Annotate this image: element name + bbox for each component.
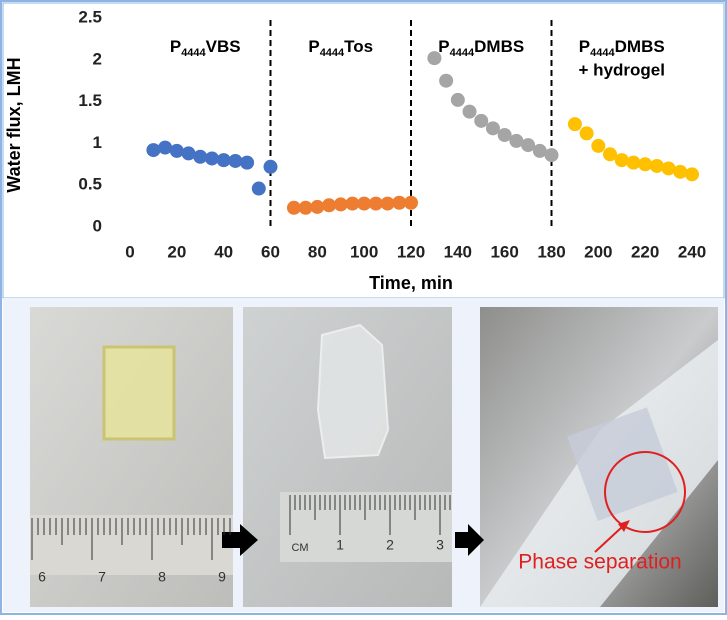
ruler-label: 9 bbox=[218, 569, 226, 585]
ruler-label: 2 bbox=[386, 537, 394, 553]
point bbox=[193, 150, 207, 164]
ruler-label: 1 bbox=[336, 537, 344, 553]
point bbox=[474, 114, 488, 128]
y-tick-label: 2 bbox=[93, 49, 102, 68]
x-tick-label: 140 bbox=[444, 242, 472, 261]
point bbox=[146, 143, 160, 157]
point bbox=[591, 139, 605, 153]
point bbox=[626, 156, 640, 170]
x-tick-label: 200 bbox=[584, 242, 612, 261]
callout: Phase separation bbox=[518, 551, 681, 574]
photo-3: Phase separation bbox=[480, 307, 718, 607]
point bbox=[486, 121, 500, 135]
annotation-part: VBS bbox=[206, 37, 241, 56]
photo-1 bbox=[30, 307, 233, 607]
point bbox=[252, 182, 266, 196]
point bbox=[451, 93, 465, 107]
point bbox=[427, 51, 441, 65]
x-tick-label: 60 bbox=[261, 242, 280, 261]
annotation-part: 4444 bbox=[450, 47, 475, 59]
annotation-part: DMBS bbox=[474, 37, 524, 56]
x-tick-label: 240 bbox=[678, 242, 706, 261]
x-tick-label: 20 bbox=[167, 242, 186, 261]
annotation-part: P bbox=[170, 37, 181, 56]
point bbox=[205, 151, 219, 165]
ruler-label: 8 bbox=[158, 569, 166, 585]
point bbox=[673, 165, 687, 179]
annotation-part: 4444 bbox=[181, 47, 206, 59]
point bbox=[228, 154, 242, 168]
annotation: P4444VBS bbox=[170, 37, 241, 58]
point bbox=[404, 196, 418, 210]
point bbox=[545, 148, 559, 162]
photo-2 bbox=[243, 307, 452, 607]
x-tick-label: 180 bbox=[537, 242, 565, 261]
x-tick-label: 220 bbox=[631, 242, 659, 261]
x-tick-label: 120 bbox=[397, 242, 425, 261]
annotation-part: P bbox=[579, 37, 590, 56]
y-tick-label: 2.5 bbox=[78, 7, 102, 26]
x-tick-label: 80 bbox=[308, 242, 327, 261]
figure: Phase separation Water flux, LMH Time, m… bbox=[0, 0, 727, 615]
annotation-part: 4444 bbox=[320, 47, 345, 59]
point bbox=[463, 105, 477, 119]
y-tick-label: 0 bbox=[93, 216, 102, 235]
x-tick-label: 40 bbox=[214, 242, 233, 261]
annotation: + hydrogel bbox=[579, 60, 665, 79]
annotation-part: Tos bbox=[344, 37, 373, 56]
x-tick-label: 100 bbox=[350, 242, 378, 261]
ruler-label: 3 bbox=[436, 537, 444, 553]
annotation-part: 4444 bbox=[590, 47, 615, 59]
point bbox=[264, 160, 278, 174]
point bbox=[650, 159, 664, 173]
x-tick-label: 160 bbox=[490, 242, 518, 261]
point bbox=[439, 74, 453, 88]
y-tick-label: 1 bbox=[93, 133, 102, 152]
annotation-part: DMBS bbox=[615, 37, 665, 56]
point bbox=[685, 167, 699, 181]
y-axis-label: Water flux, LMH bbox=[4, 57, 24, 192]
y-tick-label: 0.5 bbox=[78, 175, 102, 194]
x-tick-label: 0 bbox=[125, 242, 134, 261]
point bbox=[310, 200, 324, 214]
ruler-label: 7 bbox=[98, 569, 106, 585]
annotation-part: P bbox=[438, 37, 449, 56]
point bbox=[580, 126, 594, 140]
point bbox=[240, 156, 254, 170]
point bbox=[170, 144, 184, 158]
point bbox=[615, 153, 629, 167]
point bbox=[568, 117, 582, 131]
annotation-part: P bbox=[308, 37, 319, 56]
y-tick-label: 1.5 bbox=[78, 91, 102, 110]
point bbox=[638, 157, 652, 171]
ruler-label: CM bbox=[291, 542, 308, 554]
x-axis-label: Time, min bbox=[369, 273, 453, 293]
ruler-label: 6 bbox=[38, 569, 46, 585]
